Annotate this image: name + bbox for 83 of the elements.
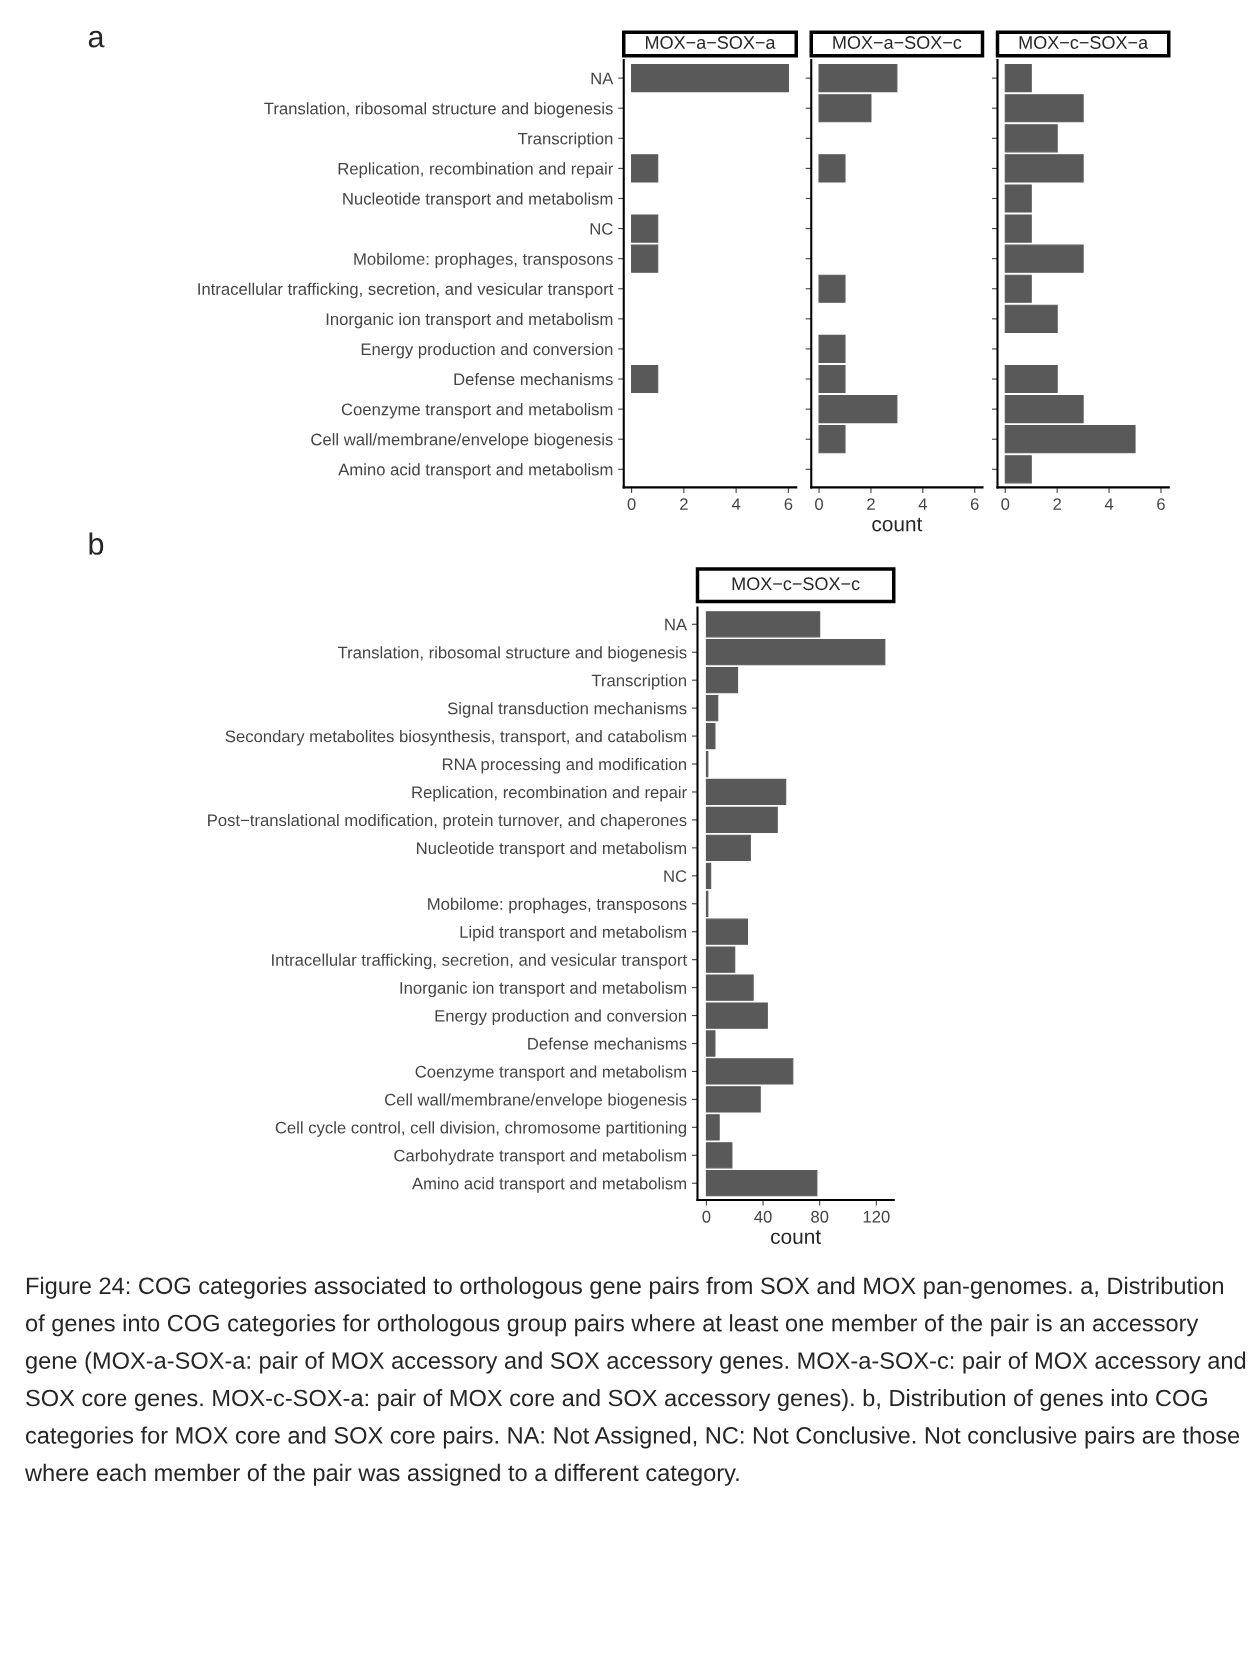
caption: Figure 24: COG categories associated to orthologous gene pairs from SOX and MOX pan-genomes. a, Distribution of genes into COG categories for orthologous group pairs where at least one member of the pair is an accessory gene (MOX-a-SOX-a: pair of MOX accessory and SOX accessory genes. MOX-a-SOX-c: pair of MOX accessory and SOX core genes. MOX-c-SOX-a: pair of MOX core and SOX accessory genes). b, Distribution of genes into COG categories for MOX core and SOX core pairs. NA: Not Assigned, NC: Not Conclusive. Not conclusive pairs are those where each member of the pair was assigned to a different category. [24,1276,1246,1486]
x-tick-label: 80 [811,1210,829,1223]
bar [1004,364,1058,394]
y-tick-label: Signal transduction mechanisms [447,702,687,718]
y-tick-label: Inorganic ion transport and metabolism [400,981,687,998]
x-tick-label: 4 [918,498,927,510]
y-tick-label: Defense mechanisms [528,1037,687,1050]
y-tick-label: Replication, recombination and repair [338,162,614,178]
y-tick-label: Cell wall/membrane/envelope biogenesis [311,433,613,449]
y-tick-label: Post−translational modification, protein turnover, and chaperones [208,813,687,830]
bar [1004,304,1058,333]
y-tick-label: NA [665,618,688,631]
y-tick-label: Cell cycle control, cell division, chromosome partitioning [275,1121,687,1137]
bar [705,778,787,806]
bar [818,425,846,454]
chart-title: MOX−c−SOX−c [732,577,860,591]
y-tick-label: Coenzyme transport and metabolism [415,1065,686,1081]
y-tick-label: Nucleotide transport and metabolism [417,841,686,858]
x-tick-label: 2 [867,498,875,510]
bar [705,834,751,861]
bar [705,806,778,834]
bar [818,274,846,303]
bar [705,722,716,750]
y-tick-label: Mobilome: prophages, transposons [354,252,613,269]
y-tick-label: NC [590,222,613,235]
y-tick-label: Mobilome: prophages, transposons [428,897,687,914]
y-tick-label: Carbohydrate transport and metabolism [394,1149,687,1165]
x-tick-label: 0 [627,498,636,511]
y-tick-label: Amino acid transport and metabolism [412,1177,686,1193]
bar [1004,455,1032,484]
x-tick-label: 0 [702,1210,711,1223]
y-tick-label: Translation, ribosomal structure and biogenesis [337,646,687,662]
bar [1004,94,1084,123]
y-tick-label: Energy production and conversion [435,1009,687,1026]
y-tick-label: Secondary metabolites biosynthesis, transport, and catabolism [225,730,687,746]
chart-title: MOX−a−SOX−a [645,36,776,49]
text: a [88,30,105,48]
y-tick-label: NA [591,72,614,85]
bar [818,94,872,123]
y-tick-label: Coenzyme transport and metabolism [341,403,613,419]
x-tick-label: 6 [1157,498,1165,511]
y-tick-label: Replication, recombination and repair [412,785,687,802]
text: b [89,532,104,555]
bar [705,694,719,722]
x-tick-label: 2 [680,498,688,510]
x-tick-label: 120 [863,1210,890,1223]
x-tick-label: 40 [754,1210,772,1223]
bar [1004,64,1032,93]
x-axis-title: count [872,517,923,532]
x-tick-label: 2 [1053,498,1061,510]
y-tick-label: Nucleotide transport and metabolism [343,192,613,208]
y-tick-label: NC [664,870,687,883]
y-tick-label: Transcription [591,674,687,690]
x-tick-label: 6 [784,498,793,511]
x-axis-title: count [771,1230,821,1245]
y-tick-label: Intracellular trafficking, secretion, and vesicular transport [198,282,614,299]
y-tick-label: Transcription [518,132,613,148]
bar [1004,274,1032,303]
y-tick-label: Lipid transport and metabolism [460,925,686,942]
y-tick-label: Energy production and conversion [361,342,613,359]
bar [705,667,739,694]
bar [1004,425,1136,454]
bar [818,64,898,93]
bar [818,334,846,364]
y-tick-label: Defense mechanisms [454,372,613,386]
bar [1004,395,1084,424]
x-tick-label: 4 [1104,498,1114,510]
chart-title: MOX−a−SOX−c [833,36,962,49]
bar [818,154,846,183]
y-tick-label: Inorganic ion transport and metabolism [326,312,613,329]
y-tick-label: Amino acid transport and metabolism [338,463,613,479]
x-tick-label: 0 [1001,498,1010,511]
chart-title: MOX−c−SOX−a [1019,36,1149,49]
y-tick-label: Translation, ribosomal structure and biogenesis [264,102,613,118]
x-tick-label: 6 [970,498,979,511]
bar [818,395,898,424]
y-tick-label: Cell wall/membrane/envelope biogenesis [385,1093,687,1109]
bar [818,364,846,394]
y-tick-label: Intracellular trafficking, secretion, and vesicular transport [272,953,687,970]
x-tick-label: 4 [731,498,741,510]
y-tick-label: RNA processing and modification [442,757,687,774]
x-tick-label: 0 [815,498,824,511]
bar [705,862,712,889]
